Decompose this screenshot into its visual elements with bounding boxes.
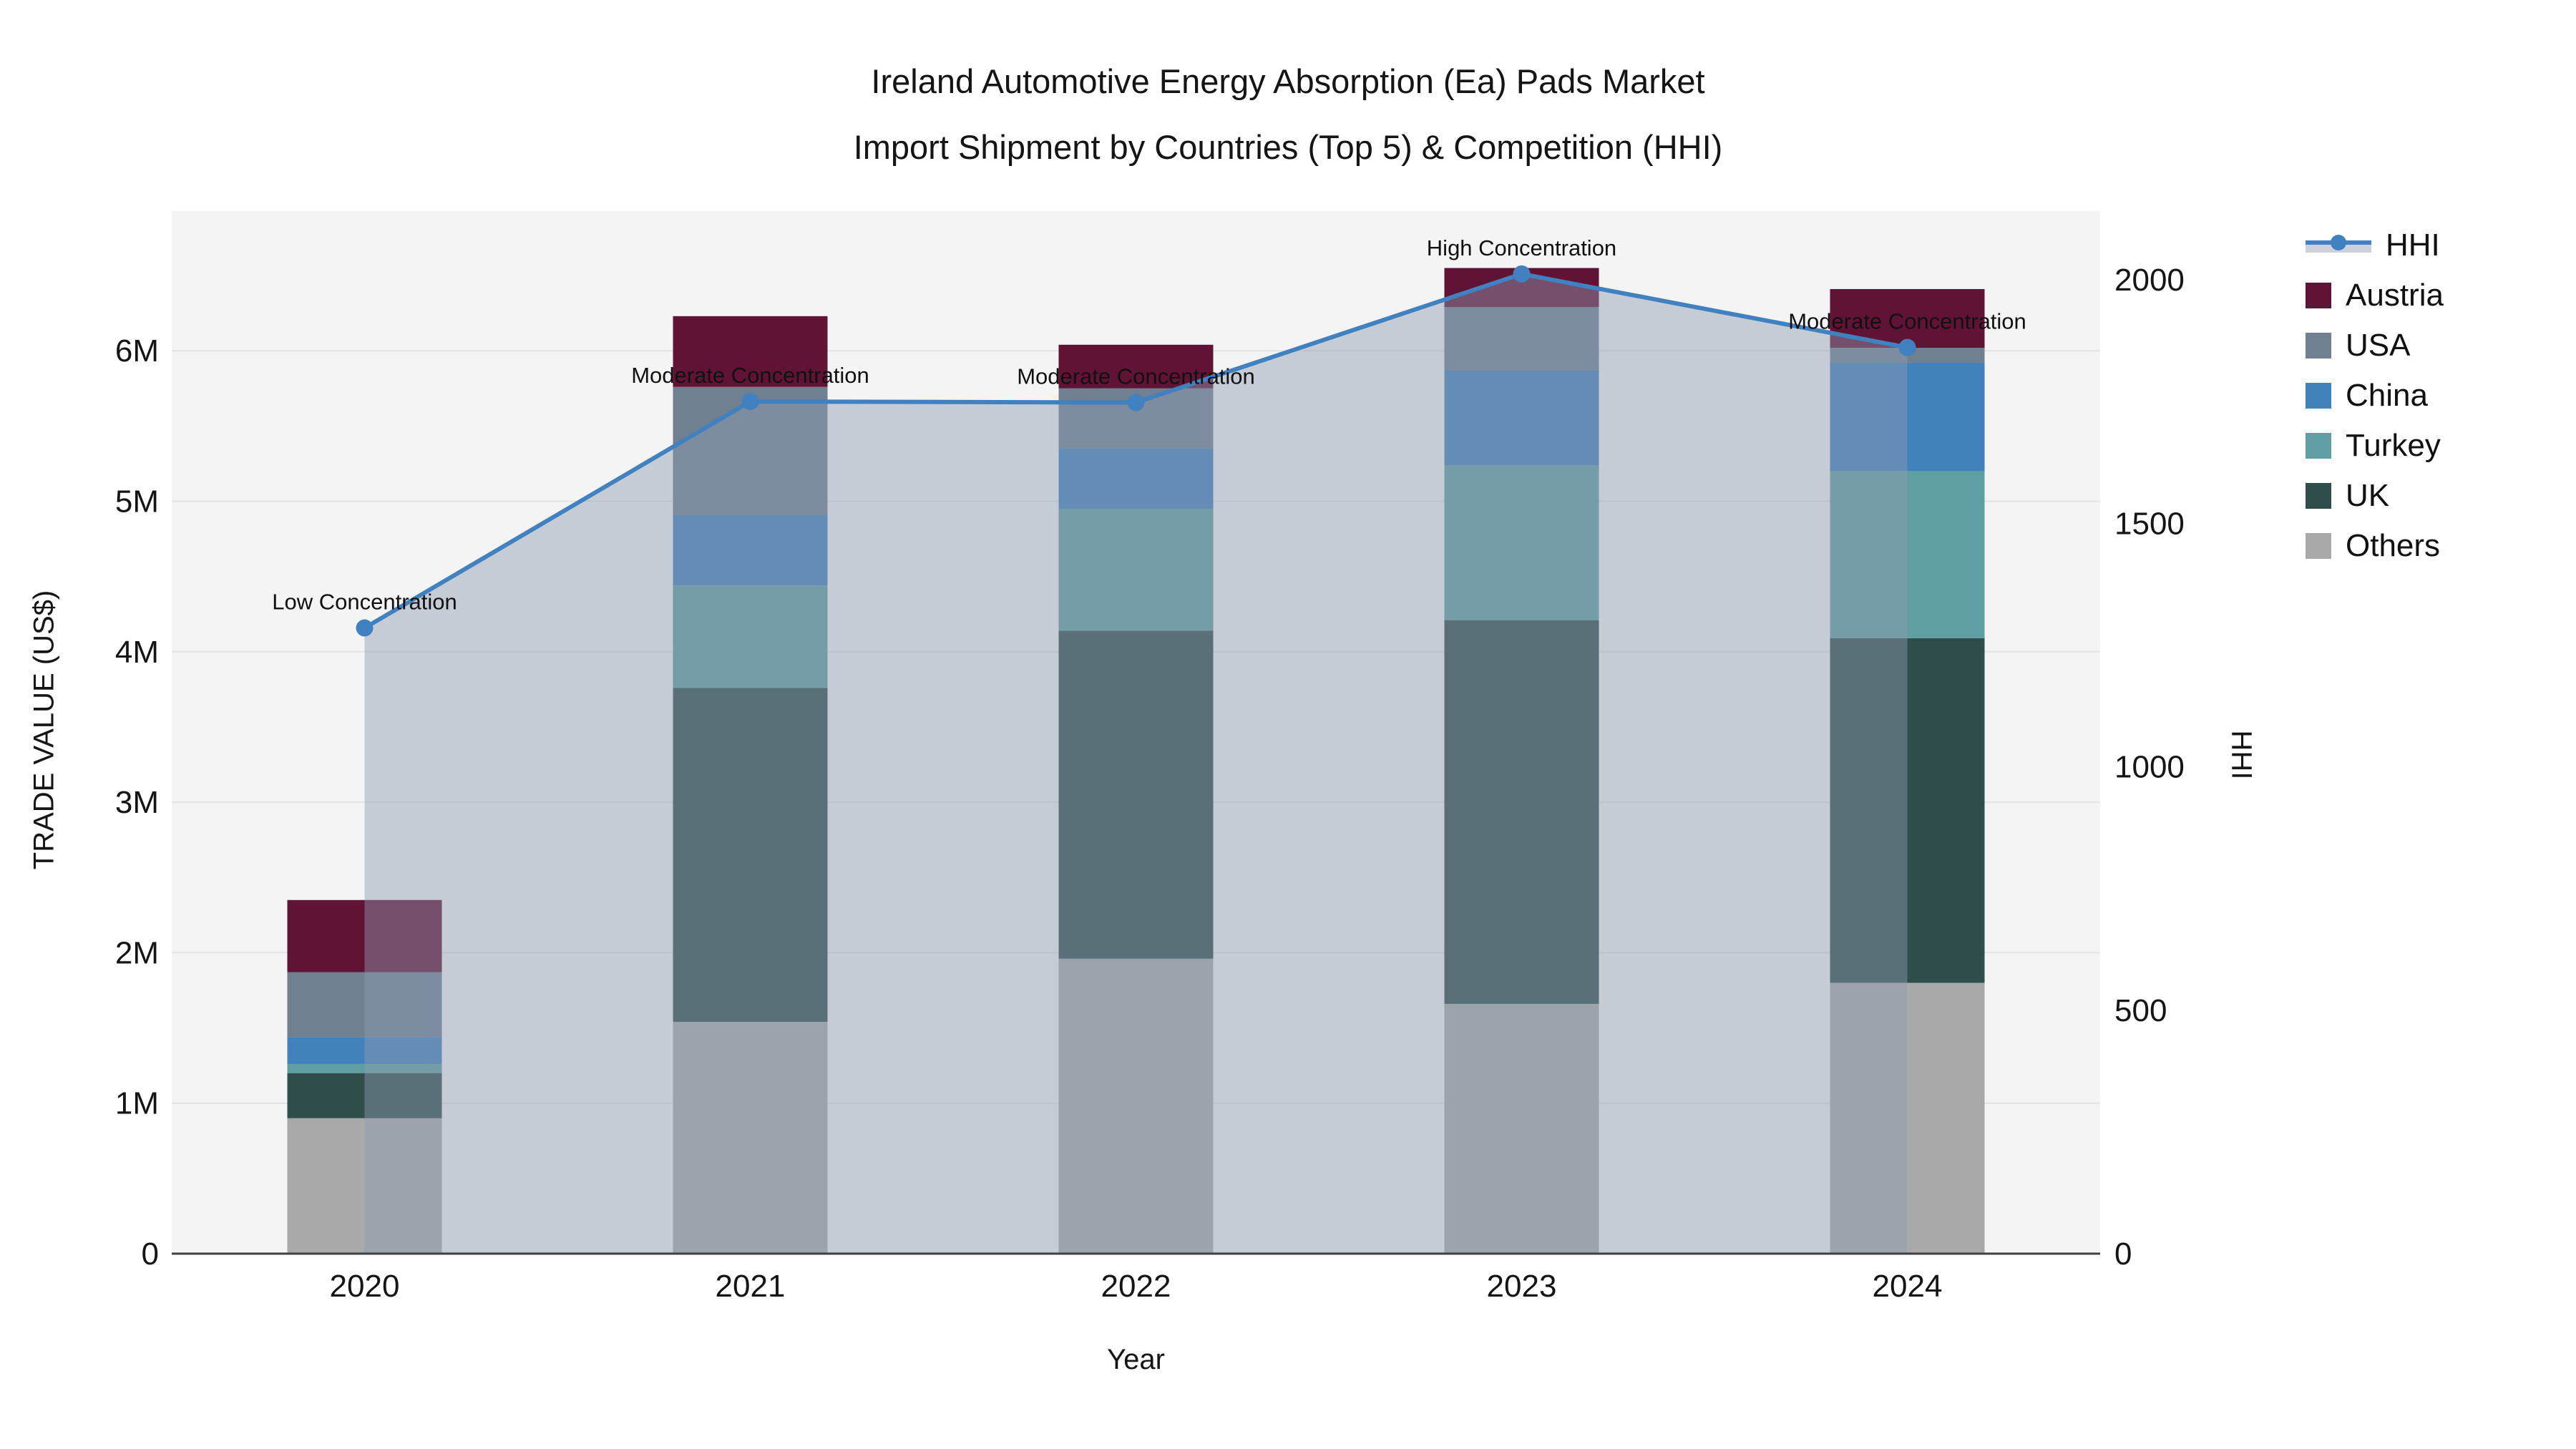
legend-item-uk: UK <box>2306 471 2444 521</box>
bar-segment-2023-china <box>1444 370 1599 466</box>
bar-segment-2021-uk <box>673 688 828 1023</box>
usa-swatch-icon <box>2306 333 2331 358</box>
left-axis-title: TRADE VALUE (US$) <box>28 590 60 870</box>
others-swatch-icon <box>2306 533 2331 559</box>
annotation-2020: Low Concentration <box>272 590 457 615</box>
bar-segment-2023-turkey <box>1444 465 1599 620</box>
x-tick-2020: 2020 <box>330 1269 400 1304</box>
legend: HHI Austria USA China Turkey UK Others <box>2306 220 2444 571</box>
legend-item-others: Others <box>2306 521 2444 571</box>
chart-title-line2: Import Shipment by Countries (Top 5) & C… <box>853 128 1723 166</box>
legend-label-turkey: Turkey <box>2346 428 2441 463</box>
left-tick-4M: 4M <box>115 635 159 670</box>
x-tick-2023: 2023 <box>1487 1269 1557 1304</box>
bar-segment-2022-others <box>1058 958 1214 1254</box>
hhi-area-fill <box>364 273 1908 1254</box>
bar-segment-2022-austria <box>1058 344 1214 389</box>
legend-item-hhi: HHI <box>2306 220 2444 270</box>
legend-label-hhi: HHI <box>2386 228 2440 263</box>
hhi-marker-2021 <box>741 393 759 411</box>
bar-segment-2022-turkey <box>1058 509 1214 631</box>
legend-item-austria: Austria <box>2306 270 2444 321</box>
bar-segment-2023-others <box>1444 1003 1599 1254</box>
bar-segment-2021-turkey <box>673 585 828 688</box>
right-tick-500: 500 <box>2114 993 2167 1028</box>
bar-segment-2020-uk <box>287 1073 442 1118</box>
bar-segment-2024-turkey <box>1830 471 1985 638</box>
right-tick-0: 0 <box>2114 1236 2132 1272</box>
x-tick-2024: 2024 <box>1873 1269 1943 1304</box>
hhi-marker-2020 <box>356 619 374 637</box>
left-tick-6M: 6M <box>115 333 159 369</box>
legend-label-china: China <box>2346 378 2428 413</box>
x-tick-2021: 2021 <box>716 1269 786 1304</box>
bar-segment-2021-austria <box>673 316 828 387</box>
annotation-2024: Moderate Concentration <box>1788 309 2026 334</box>
legend-item-turkey: Turkey <box>2306 421 2444 471</box>
hhi-marker-2022 <box>1127 394 1145 411</box>
annotation-2023: High Concentration <box>1427 235 1616 260</box>
bar-segment-2022-china <box>1058 448 1214 509</box>
left-tick-1M: 1M <box>115 1086 159 1121</box>
bar-segment-2021-china <box>673 514 828 586</box>
right-tick-1500: 1500 <box>2114 506 2185 541</box>
right-tick-2000: 2000 <box>2114 263 2185 298</box>
left-tick-3M: 3M <box>115 785 159 820</box>
bar-segment-2024-others <box>1830 982 1985 1254</box>
chart-title: Ireland Automotive Energy Absorption (Ea… <box>0 49 2576 180</box>
annotation-2022: Moderate Concentration <box>1017 364 1255 389</box>
right-axis-title: HHI <box>2225 730 2258 780</box>
right-tick-1000: 1000 <box>2114 750 2185 785</box>
bar-segment-2020-others <box>287 1118 442 1254</box>
bar-segment-2020-china <box>287 1037 442 1065</box>
legend-label-usa: USA <box>2346 328 2411 363</box>
legend-label-uk: UK <box>2346 478 2390 513</box>
bar-segment-2020-usa <box>287 972 442 1038</box>
turkey-swatch-icon <box>2306 433 2331 459</box>
legend-item-china: China <box>2306 371 2444 421</box>
hhi-marker-2023 <box>1513 265 1531 283</box>
hhi-line-swatch-icon <box>2306 235 2371 253</box>
legend-item-usa: USA <box>2306 321 2444 371</box>
left-tick-0: 0 <box>142 1236 159 1272</box>
left-tick-5M: 5M <box>115 484 159 519</box>
bar-segment-2024-uk <box>1830 638 1985 983</box>
chart-title-line1: Ireland Automotive Energy Absorption (Ea… <box>871 62 1705 100</box>
x-tick-2022: 2022 <box>1101 1269 1171 1304</box>
bar-segment-2023-uk <box>1444 620 1599 1004</box>
austria-swatch-icon <box>2306 283 2331 308</box>
hhi-marker-2024 <box>1898 338 1916 356</box>
legend-label-austria: Austria <box>2346 278 2444 313</box>
annotation-2021: Moderate Concentration <box>631 363 869 388</box>
bar-segment-2020-turkey <box>287 1064 442 1073</box>
left-tick-2M: 2M <box>115 935 159 970</box>
china-swatch-icon <box>2306 383 2331 409</box>
legend-label-others: Others <box>2346 528 2441 563</box>
bar-segment-2020-austria <box>287 899 442 972</box>
x-axis-title: Year <box>1107 1344 1165 1375</box>
bar-segment-2023-usa <box>1444 307 1599 371</box>
bar-segment-2022-uk <box>1058 630 1214 959</box>
uk-swatch-icon <box>2306 483 2331 509</box>
bar-segment-2024-china <box>1830 363 1985 472</box>
bar-segment-2021-others <box>673 1022 828 1254</box>
